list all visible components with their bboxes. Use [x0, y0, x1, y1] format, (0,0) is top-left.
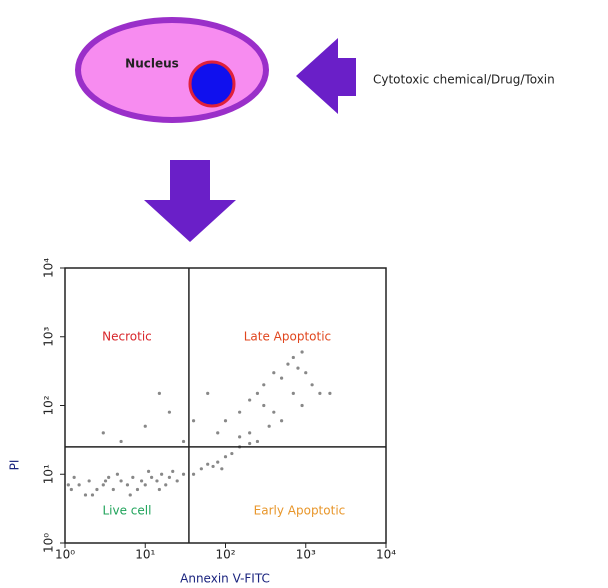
point [157, 487, 161, 492]
point [143, 424, 147, 428]
point [291, 355, 295, 360]
point [238, 410, 242, 414]
point [191, 472, 196, 476]
point [160, 472, 164, 476]
point [90, 493, 95, 497]
point [286, 362, 290, 366]
x-axis-label: Annexin V-FITC [180, 572, 270, 586]
point [66, 483, 70, 487]
point [216, 460, 220, 464]
point [300, 350, 304, 354]
point [206, 391, 210, 395]
point [328, 391, 332, 395]
point [181, 472, 186, 476]
point [143, 483, 147, 487]
quadrant-label: Early Apoptotic [254, 504, 346, 518]
nucleus [188, 60, 236, 108]
point [220, 467, 224, 471]
down-arrow [144, 160, 236, 242]
nucleus-label: Nucleus [125, 57, 179, 71]
x-tick-label: 10⁴ [376, 548, 396, 562]
point [304, 371, 308, 375]
point [199, 467, 203, 471]
point [248, 441, 252, 446]
point [101, 483, 105, 487]
point [300, 403, 304, 408]
x-tick-label: 10³ [296, 548, 316, 562]
y-tick-label: 10¹ [42, 464, 56, 484]
point [267, 424, 271, 428]
point [223, 455, 228, 459]
point [211, 464, 215, 469]
point [216, 431, 220, 435]
point [296, 366, 300, 370]
point [146, 469, 151, 474]
point [262, 403, 266, 408]
point [164, 483, 168, 487]
point [103, 479, 108, 483]
point [175, 479, 179, 483]
y-tick-label: 10³ [42, 327, 56, 347]
point [135, 487, 140, 492]
point [255, 391, 260, 395]
point [83, 493, 88, 497]
x-tick-label: 10⁰ [55, 548, 75, 562]
point [262, 383, 266, 387]
point [230, 451, 234, 456]
point [310, 383, 314, 387]
point [139, 479, 144, 483]
point [155, 479, 159, 483]
point [279, 419, 284, 423]
point [119, 439, 123, 444]
point [255, 439, 260, 444]
point [119, 479, 123, 483]
point [95, 487, 99, 492]
point [272, 371, 276, 375]
point [101, 431, 105, 435]
agent-label: Cytotoxic chemical/Drug/Toxin [373, 73, 555, 87]
point [128, 493, 132, 497]
quadrant-label: Live cell [102, 504, 151, 518]
point [181, 439, 186, 444]
point [87, 479, 91, 483]
point [111, 487, 115, 492]
x-tick-label: 10¹ [135, 548, 155, 562]
point [107, 475, 111, 479]
quadrant-label: Necrotic [102, 330, 152, 344]
point [248, 431, 252, 435]
point [131, 475, 135, 479]
point [318, 391, 322, 395]
point [171, 469, 175, 474]
quadrant-label: Late Apoptotic [244, 330, 331, 344]
point [238, 435, 242, 439]
point [272, 410, 276, 414]
point [157, 391, 161, 395]
y-tick-label: 10² [42, 395, 56, 415]
point [115, 472, 120, 476]
y-tick-label: 10⁴ [42, 258, 56, 278]
point [206, 462, 210, 466]
plot-frame [64, 267, 387, 544]
x-tick-label: 10² [215, 548, 235, 562]
point [72, 475, 76, 479]
point [77, 483, 81, 487]
point [291, 391, 295, 395]
point [150, 475, 154, 479]
point [167, 410, 172, 414]
y-axis-label: PI [8, 460, 22, 471]
point [125, 483, 130, 487]
agent-arrow [296, 38, 356, 114]
point [279, 376, 284, 380]
point [223, 419, 228, 423]
point [248, 398, 252, 402]
point [167, 475, 172, 479]
point [69, 487, 73, 492]
point [191, 419, 196, 423]
y-tick-label: 10⁰ [42, 533, 56, 553]
